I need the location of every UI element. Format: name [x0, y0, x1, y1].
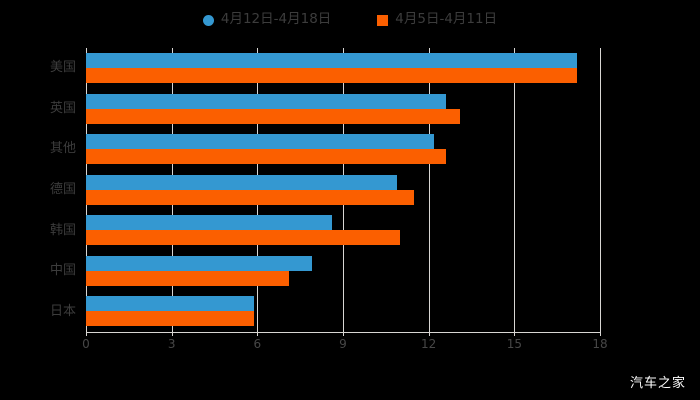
x-gridline	[514, 48, 516, 332]
y-axis-label: 日本	[49, 303, 76, 319]
bar-series-1[interactable]	[86, 174, 398, 190]
bar-series-2[interactable]	[86, 270, 289, 286]
x-tick-mark	[257, 332, 259, 336]
bar-series-1[interactable]	[86, 255, 312, 271]
bar-series-1[interactable]	[86, 134, 435, 150]
x-tick-mark	[514, 332, 516, 336]
bar-group	[86, 210, 600, 251]
y-axis-label: 中国	[49, 263, 76, 279]
x-tick-mark	[86, 332, 87, 336]
x-tick-label: 6	[253, 337, 262, 351]
y-axis-label: 韩国	[49, 222, 76, 238]
legend-square-icon	[377, 14, 389, 26]
x-tick-mark	[600, 332, 601, 336]
bar-group	[86, 129, 600, 170]
legend-circle-icon	[202, 14, 214, 26]
bar-series-2[interactable]	[86, 68, 578, 83]
bar-group	[86, 291, 600, 332]
x-tick-label: 0	[82, 337, 90, 351]
bar-series-1[interactable]	[86, 296, 255, 312]
bar-group	[86, 48, 600, 89]
bar-series-2[interactable]	[86, 230, 401, 246]
legend-item[interactable]: 4月5日-4月11日	[377, 13, 497, 27]
x-tick-label: 15	[506, 337, 522, 351]
bar-group	[86, 251, 600, 292]
legend-item-label: 4月5日-4月11日	[395, 11, 498, 28]
x-tick-label: 12	[421, 337, 437, 351]
y-axis-label: 德国	[49, 182, 76, 197]
y-axis-label: 其他	[49, 141, 76, 157]
bar-series-2[interactable]	[86, 189, 415, 205]
watermark-label: 汽车之家	[629, 376, 686, 391]
bar-group	[86, 170, 600, 211]
x-tick-label: 18	[592, 337, 608, 351]
x-tick-mark	[343, 332, 344, 336]
bar-series-1[interactable]	[86, 53, 578, 68]
legend-item-label: 4月12日-4月18日	[220, 11, 332, 28]
chart-legend: 4月12日-4月18日 4月5日-4月11日	[0, 9, 700, 31]
bar-series-2[interactable]	[86, 108, 461, 124]
x-tick-label: 3	[167, 337, 176, 351]
y-axis-label: 英国	[49, 100, 76, 116]
y-axis-label: 美国	[49, 60, 76, 76]
x-gridline	[600, 48, 601, 332]
bar-series-2[interactable]	[86, 311, 255, 327]
bar-series-1[interactable]	[86, 215, 332, 231]
bar-series-1[interactable]	[86, 93, 446, 109]
legend-item[interactable]: 4月12日-4月18日	[202, 11, 332, 28]
x-tick-mark	[171, 332, 173, 336]
bar-series-2[interactable]	[86, 149, 446, 165]
x-tick-mark	[428, 332, 430, 336]
plot-area	[86, 48, 601, 332]
bar-group	[86, 89, 600, 130]
x-tick-label: 9	[339, 337, 347, 351]
x-gridline	[428, 48, 430, 332]
